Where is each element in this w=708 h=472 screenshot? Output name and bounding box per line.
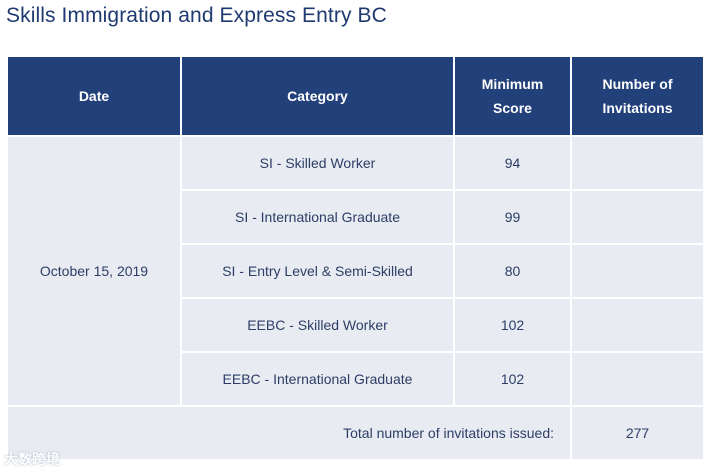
category-cell: EEBC - Skilled Worker (180, 297, 455, 353)
invitations-cell (570, 297, 705, 353)
category-cell: SI - Entry Level & Semi-Skilled (180, 243, 455, 299)
draw-date: October 15, 2019 (39, 263, 149, 279)
invitations-cell (570, 135, 705, 191)
min-score-cell: 102 (453, 351, 572, 407)
header-invitations-line2: Invitations (602, 100, 673, 116)
page-title: Skills Immigration and Express Entry BC (6, 4, 387, 27)
category-label: SI - Skilled Worker (259, 155, 376, 171)
header-invitations-line1: Number of (602, 76, 673, 92)
total-row: Total number of invitations issued: 277 (6, 405, 705, 461)
header-date: Date (6, 55, 182, 137)
min-score-cell: 94 (453, 135, 572, 191)
category-cell: SI - Skilled Worker (180, 135, 455, 191)
header-category-label: Category (287, 88, 348, 104)
min-score-cell: 80 (453, 243, 572, 299)
total-value-cell: 277 (570, 405, 705, 461)
table-row: October 15, 2019 SI - Skilled Worker 94 (6, 135, 705, 407)
category-label: EEBC - International Graduate (222, 371, 413, 387)
min-score-cell: 102 (453, 297, 572, 353)
min-score-value: 102 (500, 371, 525, 387)
header-minimum-score-line2: Score (493, 100, 532, 116)
header-invitations: Number of Invitations (570, 55, 705, 137)
draw-results-table: Date Category Minimum Score Number of In… (6, 55, 705, 461)
draw-date-cell: October 15, 2019 (6, 135, 182, 407)
table-row: SI - International Graduate 99 (7, 189, 705, 245)
invitations-cell (570, 189, 705, 245)
table-row: SI - Entry Level & Semi-Skilled 80 (7, 243, 705, 299)
total-label: Total number of invitations issued: (343, 425, 554, 441)
category-label: EEBC - Skilled Worker (247, 317, 388, 333)
category-label: SI - International Graduate (235, 209, 400, 225)
header-date-label: Date (78, 88, 110, 104)
min-score-value: 80 (504, 263, 521, 279)
category-cell: SI - International Graduate (180, 189, 455, 245)
total-value: 277 (625, 425, 650, 441)
category-label: SI - Entry Level & Semi-Skilled (222, 263, 413, 279)
header-category: Category (180, 55, 455, 137)
invitations-cell (570, 243, 705, 299)
table-row: EEBC - Skilled Worker 102 (7, 297, 705, 353)
header-minimum-score: Minimum Score (453, 55, 572, 137)
category-cell: EEBC - International Graduate (180, 351, 455, 407)
min-score-value: 94 (504, 155, 521, 171)
table-header-row: Date Category Minimum Score Number of In… (6, 55, 705, 137)
min-score-value: 102 (500, 317, 525, 333)
watermark-logo: 大数跨境 (4, 451, 60, 467)
total-label-cell: Total number of invitations issued: (6, 405, 572, 461)
header-minimum-score-line1: Minimum (481, 76, 544, 92)
invitations-cell (570, 351, 705, 407)
min-score-value: 99 (504, 209, 521, 225)
table-row: EEBC - International Graduate 102 (7, 351, 705, 407)
min-score-cell: 99 (453, 189, 572, 245)
